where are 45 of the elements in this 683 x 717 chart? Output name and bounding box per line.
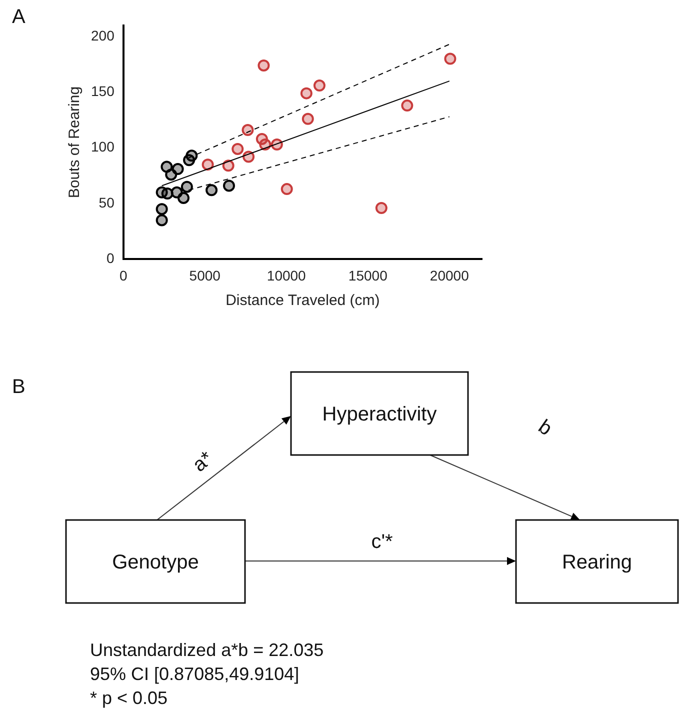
point	[300, 87, 312, 100]
point	[178, 192, 190, 204]
text: Unstandardized a*b = 22.035	[90, 640, 324, 660]
y-tick-label: 150	[91, 83, 115, 100]
x-tick-label: 15000	[348, 267, 388, 284]
point	[375, 202, 388, 214]
x-tick-label: 0	[119, 267, 128, 284]
text: Hyperactivity	[322, 404, 437, 426]
chart-title: A	[12, 6, 26, 29]
text: a*	[188, 447, 218, 477]
point	[180, 180, 193, 193]
text: * p < 0.05	[90, 688, 168, 708]
point	[242, 124, 254, 136]
point	[202, 158, 214, 171]
x-tick-label: 5000	[189, 267, 221, 284]
point	[172, 163, 184, 176]
point	[444, 52, 456, 65]
point	[401, 100, 414, 112]
point	[222, 180, 235, 192]
text: B	[12, 376, 26, 398]
y-tick-label: 100	[91, 138, 115, 155]
point	[259, 138, 272, 151]
y-tick-label: 0	[106, 250, 115, 266]
point	[156, 214, 168, 226]
point	[222, 160, 234, 172]
point	[302, 112, 314, 125]
point	[206, 184, 218, 196]
x-tick-label: 20000	[430, 267, 470, 284]
point	[186, 150, 198, 162]
point	[313, 80, 326, 92]
x-axis-title: Distance Traveled (cm)	[226, 292, 380, 310]
y-axis-title: Bouts of Rearing	[66, 86, 84, 198]
point	[280, 183, 293, 196]
x-tick-label: 10000	[266, 267, 306, 284]
text: c'*	[371, 531, 394, 553]
text: b	[534, 416, 556, 440]
point	[258, 59, 270, 72]
y-tick-label: 200	[91, 27, 115, 44]
text: 95% CI [0.87085,49.9104]	[90, 664, 300, 684]
y-tick-label: 50	[98, 194, 115, 210]
text: Genotype	[112, 552, 199, 574]
point	[232, 142, 244, 155]
point	[156, 203, 168, 216]
text: Rearing	[562, 552, 632, 574]
point	[161, 188, 174, 200]
